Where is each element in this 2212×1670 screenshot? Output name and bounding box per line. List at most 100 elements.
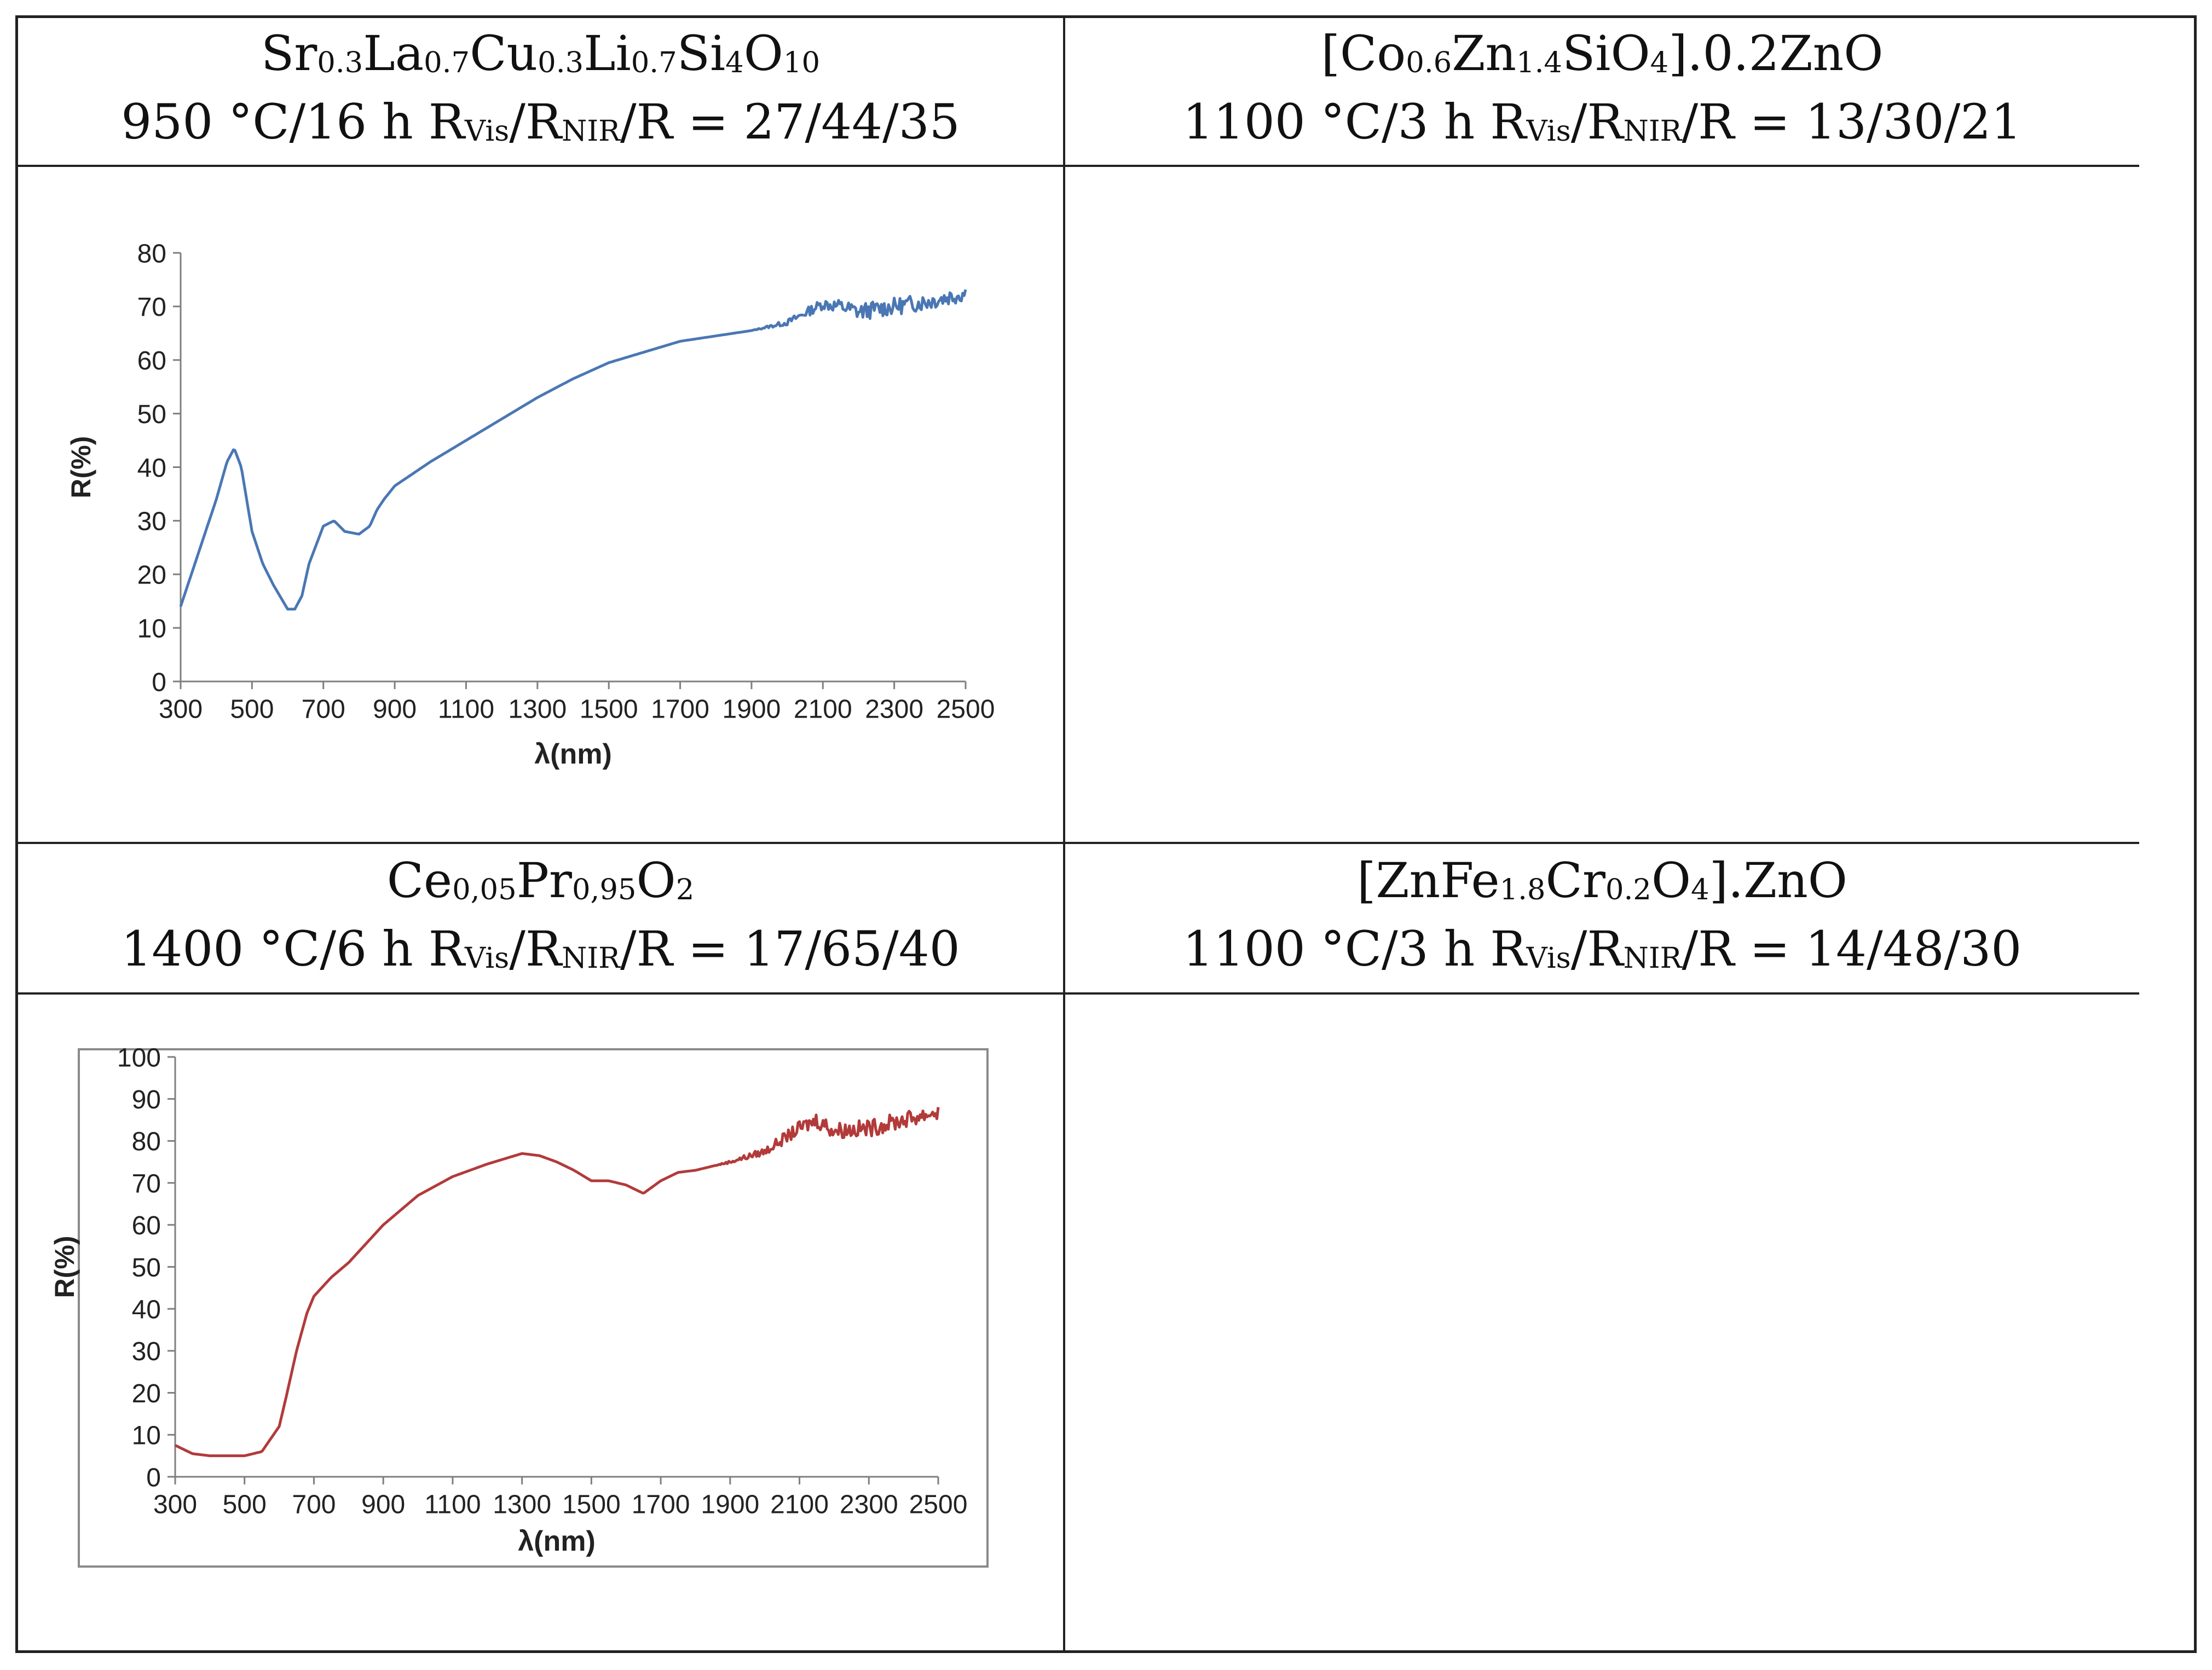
- subscript-text: 4: [1691, 872, 1709, 906]
- condition-1: 950 °C/16 h RVis/RNIR/R = 27/44/35: [121, 91, 960, 160]
- formula-1: Sr0.3La0.7Cu0.3Li0.7Si4O10: [261, 23, 820, 91]
- title-text: 1100 °C/3 h R: [1182, 920, 1527, 977]
- y-tick-label: 60: [132, 1211, 161, 1240]
- y-tick-label: 50: [132, 1253, 161, 1282]
- reflectance-series-line: [179, 289, 967, 611]
- x-tick-label: 1700: [651, 695, 709, 724]
- condition-2: 1100 °C/3 h RVis/RNIR/R = 13/30/21: [1183, 91, 2022, 160]
- title-text: Cr: [1545, 852, 1605, 909]
- y-tick-label: 30: [132, 1337, 161, 1366]
- x-tick-label: 2300: [840, 1490, 898, 1519]
- x-tick-label: 1500: [580, 695, 638, 724]
- y-tick-label: 70: [132, 1169, 161, 1198]
- y-axis-label: R(%): [49, 1236, 80, 1298]
- subscript-text: NIR: [1623, 941, 1682, 975]
- subscript-text: Vis: [1526, 941, 1571, 975]
- title-text: O: [636, 852, 676, 909]
- y-tick-label: 10: [132, 1421, 161, 1451]
- x-tick-label: 1900: [723, 695, 781, 724]
- chart-3: 0 10 20 30 40 50 60 70 80 90 100 300 500 700 900 1100 13…: [49, 1043, 989, 1568]
- subscript-text: Vis: [465, 941, 510, 975]
- subscript-text: NIR: [562, 941, 620, 975]
- x-tick-label: 2100: [794, 695, 852, 724]
- subscript-text: 0,05: [452, 872, 517, 906]
- title-text: /R = 14/48/30: [1682, 920, 2022, 977]
- title-text: Cu: [470, 25, 538, 82]
- title-text: /R = 27/44/35: [620, 94, 960, 150]
- subscript-text: 1.8: [1499, 872, 1546, 906]
- x-tick-label: 1700: [632, 1490, 690, 1519]
- x-tick-label: 500: [223, 1490, 267, 1519]
- x-axis-label: λ(nm): [534, 738, 612, 770]
- figure-table: Sr0.3La0.7Cu0.3Li0.7Si4O10 950 °C/16 h R…: [15, 15, 2197, 1653]
- x-tick-label: 700: [292, 1490, 336, 1519]
- title-text: 1100 °C/3 h R: [1182, 94, 1527, 150]
- title-text: Li: [584, 25, 631, 82]
- subscript-text: 10: [783, 46, 821, 80]
- y-tick-label: 20: [137, 561, 166, 590]
- y-tick-label: 80: [137, 239, 166, 268]
- title-cell-1: Sr0.3La0.7Cu0.3Li0.7Si4O10 950 °C/16 h R…: [18, 18, 1065, 167]
- title-text: O: [1651, 852, 1691, 909]
- title-cell-3: Ce0,05Pr0,95O2 1400 °C/6 h RVis/RNIR/R =…: [18, 844, 1065, 995]
- y-tick-label: 20: [132, 1379, 161, 1408]
- subscript-text: Vis: [465, 114, 510, 148]
- x-tick-label: 900: [373, 695, 417, 724]
- chart-cell-2: 0510152025303540455030050070090011001300…: [1065, 167, 2139, 844]
- x-tick-label: 2100: [770, 1490, 829, 1519]
- y-tick-label: 0: [152, 668, 166, 697]
- y-tick-label: 90: [132, 1085, 161, 1114]
- x-axis-label: λ(nm): [518, 1525, 596, 1557]
- title-text: /R = 13/30/21: [1682, 94, 2022, 150]
- x-tick-label: 700: [302, 695, 345, 724]
- x-tick-label: 1900: [701, 1490, 759, 1519]
- title-text: /R: [1570, 920, 1624, 977]
- subscript-text: 0.3: [317, 46, 363, 80]
- title-text: /R: [1570, 94, 1624, 150]
- formula-2: [Co0.6Zn1.4SiO4].0.2ZnO: [1321, 23, 1884, 91]
- subscript-text: NIR: [562, 114, 620, 148]
- y-tick-label: 80: [132, 1128, 161, 1157]
- chart-1: 0 10 20 30 40 50 60 70 80 300 500 700 900 1100 1300 150…: [66, 239, 995, 770]
- x-tick-label: 1300: [508, 695, 567, 724]
- condition-3: 1400 °C/6 h RVis/RNIR/R = 17/65/40: [121, 918, 960, 987]
- x-tick-label: 500: [230, 695, 274, 724]
- x-tick-label: 1100: [424, 1490, 481, 1519]
- title-cell-2: [Co0.6Zn1.4SiO4].0.2ZnO 1100 °C/3 h RVis…: [1065, 18, 2139, 167]
- x-tick-label: 300: [159, 695, 203, 724]
- y-tick-label: 50: [137, 400, 166, 429]
- title-text: 950 °C/16 h R: [121, 94, 465, 150]
- title-text: [Co: [1321, 25, 1406, 82]
- x-tick-label: 2500: [909, 1490, 968, 1519]
- title-text: O: [743, 25, 783, 82]
- title-text: Si: [677, 25, 726, 82]
- formula-4: [ZnFe1.8Cr0.2O4].ZnO: [1357, 850, 1847, 918]
- subscript-text: 0.6: [1406, 46, 1452, 80]
- subscript-text: 1.4: [1516, 46, 1563, 80]
- title-text: Ce: [386, 852, 453, 909]
- chart-cell-4: 0102030405060708090100300500700900110013…: [1065, 995, 2139, 1650]
- reflectance-series-line: [174, 1107, 940, 1458]
- title-text: ].0.2ZnO: [1668, 25, 1884, 82]
- x-tick-label: 300: [153, 1490, 197, 1519]
- title-text: SiO: [1562, 25, 1650, 82]
- subscript-text: NIR: [1623, 114, 1682, 148]
- title-text: Zn: [1452, 25, 1517, 82]
- title-text: /R = 17/65/40: [620, 920, 960, 977]
- chart-2: 0510152025303540455030050070090011001300…: [1065, 167, 2139, 842]
- x-tick-label: 900: [361, 1490, 405, 1519]
- x-tick-label: 1500: [562, 1490, 621, 1519]
- y-tick-label: 70: [137, 293, 166, 322]
- title-text: /R: [509, 920, 562, 977]
- y-tick-label: 40: [132, 1295, 161, 1324]
- x-tick-label: 2500: [937, 695, 995, 724]
- title-text: /R: [509, 94, 562, 150]
- subscript-text: 2: [675, 872, 695, 906]
- y-tick-label: 40: [137, 454, 166, 483]
- chart-frame: [78, 1048, 989, 1568]
- title-cell-4: [ZnFe1.8Cr0.2O4].ZnO 1100 °C/3 h RVis/RN…: [1065, 844, 2139, 995]
- y-tick-label: 0: [146, 1463, 161, 1492]
- title-text: ].ZnO: [1709, 852, 1847, 909]
- y-tick-label: 60: [137, 346, 166, 375]
- y-tick-label: 30: [137, 507, 166, 536]
